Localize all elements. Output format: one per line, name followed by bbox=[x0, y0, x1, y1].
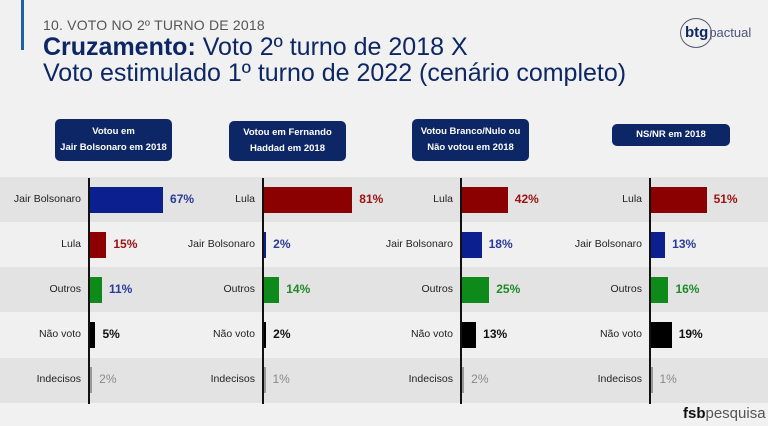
accent-bar bbox=[21, 0, 24, 50]
panel-header-line: Não votou em 2018 bbox=[427, 142, 514, 153]
category-label: Lula bbox=[61, 237, 81, 250]
value-label: 2% bbox=[471, 372, 489, 387]
bar-outros bbox=[264, 277, 280, 303]
bar-jair-bolsonaro bbox=[462, 231, 482, 258]
panel-header: Votou Branco/Nulo ou Não votou em 2018 bbox=[412, 119, 529, 161]
bar-indecisos bbox=[651, 367, 653, 394]
row-band bbox=[0, 312, 768, 358]
btg-pactual-logo: btg pactual bbox=[680, 18, 752, 48]
panel-header-line: Votou em Fernando bbox=[243, 127, 332, 138]
fsb-pesquisa-logo: fsbpesquisa bbox=[683, 405, 766, 422]
row-band bbox=[0, 222, 768, 268]
bar-outros bbox=[90, 277, 102, 303]
chart-axis-line bbox=[88, 178, 90, 404]
value-label: 51% bbox=[713, 191, 738, 206]
bar-lula bbox=[90, 231, 107, 258]
bar-indecisos bbox=[90, 367, 93, 394]
bar-n-o-voto bbox=[90, 322, 96, 349]
bar-indecisos bbox=[264, 367, 266, 394]
category-label: Jair Bolsonaro bbox=[385, 237, 453, 250]
value-label: 15% bbox=[113, 236, 138, 251]
category-label: Indecisos bbox=[408, 373, 453, 386]
value-label: 19% bbox=[678, 327, 703, 342]
bar-jair-bolsonaro bbox=[651, 231, 666, 258]
chart-axis-line bbox=[262, 178, 264, 404]
bar-lula bbox=[651, 186, 707, 213]
value-label: 1% bbox=[659, 372, 677, 387]
bar-n-o-voto bbox=[264, 322, 267, 349]
value-label: 67% bbox=[170, 191, 195, 206]
value-label: 81% bbox=[359, 191, 384, 206]
panel-header-line: Haddad em 2018 bbox=[250, 143, 325, 154]
value-label: 2% bbox=[273, 236, 291, 251]
category-label: Lula bbox=[622, 192, 642, 205]
value-label: 13% bbox=[483, 327, 508, 342]
panel-header: Votou em Fernando Haddad em 2018 bbox=[229, 121, 346, 161]
section-subtitle: 10. VOTO NO 2º TURNO DE 2018 bbox=[43, 17, 265, 33]
fsb-rest: pesquisa bbox=[705, 405, 766, 422]
value-label: 1% bbox=[272, 372, 290, 387]
bar-n-o-voto bbox=[651, 322, 672, 349]
category-label: Outros bbox=[223, 283, 255, 295]
value-label: 11% bbox=[108, 282, 133, 296]
category-label: Não voto bbox=[38, 328, 81, 341]
chart-axis-line bbox=[649, 178, 651, 404]
bar-lula bbox=[264, 186, 353, 213]
category-label: Outros bbox=[421, 283, 453, 295]
category-label: Indecisos bbox=[210, 373, 255, 386]
category-label: Indecisos bbox=[36, 373, 81, 386]
fsb-bold: fsb bbox=[683, 405, 706, 422]
category-label: Lula bbox=[235, 192, 255, 205]
page-title: Cruzamento: Voto 2º turno de 2018 X Voto… bbox=[43, 34, 626, 86]
value-label: 14% bbox=[286, 282, 311, 296]
logo-pactual-text: pactual bbox=[709, 24, 752, 40]
category-label: Não voto bbox=[410, 328, 453, 341]
value-label: 42% bbox=[514, 191, 539, 206]
value-label: 13% bbox=[672, 236, 697, 251]
chart-axis-line bbox=[460, 178, 462, 404]
title-line2: Voto estimulado 1º turno de 2022 (cenári… bbox=[43, 59, 627, 87]
row-band bbox=[0, 267, 768, 313]
bar-jair-bolsonaro bbox=[90, 186, 164, 213]
bar-jair-bolsonaro bbox=[264, 231, 267, 258]
panel-header-line: Votou Branco/Nulo ou bbox=[420, 126, 521, 137]
logo-ring-icon bbox=[680, 18, 712, 48]
value-label: 16% bbox=[675, 282, 700, 296]
category-label: Outros bbox=[49, 283, 81, 295]
value-label: 25% bbox=[496, 282, 521, 296]
value-label: 2% bbox=[99, 372, 117, 387]
category-label: Indecisos bbox=[597, 373, 642, 386]
category-label: Jair Bolsonaro bbox=[13, 192, 81, 205]
panel-header-line: NS/NR em 2018 bbox=[636, 129, 706, 140]
category-label: Jair Bolsonaro bbox=[187, 237, 255, 250]
category-label: Não voto bbox=[212, 328, 255, 341]
bar-outros bbox=[462, 277, 490, 303]
category-label: Jair Bolsonaro bbox=[574, 237, 642, 250]
panel-header-line: Votou em bbox=[92, 126, 135, 137]
value-label: 2% bbox=[273, 327, 291, 342]
title-line1: Voto 2º turno de 2018 X bbox=[195, 33, 468, 61]
value-label: 18% bbox=[488, 236, 513, 251]
category-label: Não voto bbox=[599, 328, 642, 341]
bar-lula bbox=[462, 186, 508, 213]
panel-header-line: Jair Bolsonaro em 2018 bbox=[60, 142, 167, 153]
logo-btg-text: btg bbox=[685, 23, 709, 41]
bar-indecisos bbox=[462, 367, 465, 394]
panel-header: Votou em Jair Bolsonaro em 2018 bbox=[55, 119, 172, 161]
bar-outros bbox=[651, 277, 669, 303]
row-band bbox=[0, 357, 768, 403]
value-label: 5% bbox=[102, 327, 120, 342]
category-label: Outros bbox=[610, 283, 642, 295]
panel-header: NS/NR em 2018 bbox=[612, 124, 730, 146]
bar-n-o-voto bbox=[462, 322, 477, 349]
category-label: Lula bbox=[433, 192, 453, 205]
title-bold: Cruzamento: bbox=[43, 33, 196, 61]
